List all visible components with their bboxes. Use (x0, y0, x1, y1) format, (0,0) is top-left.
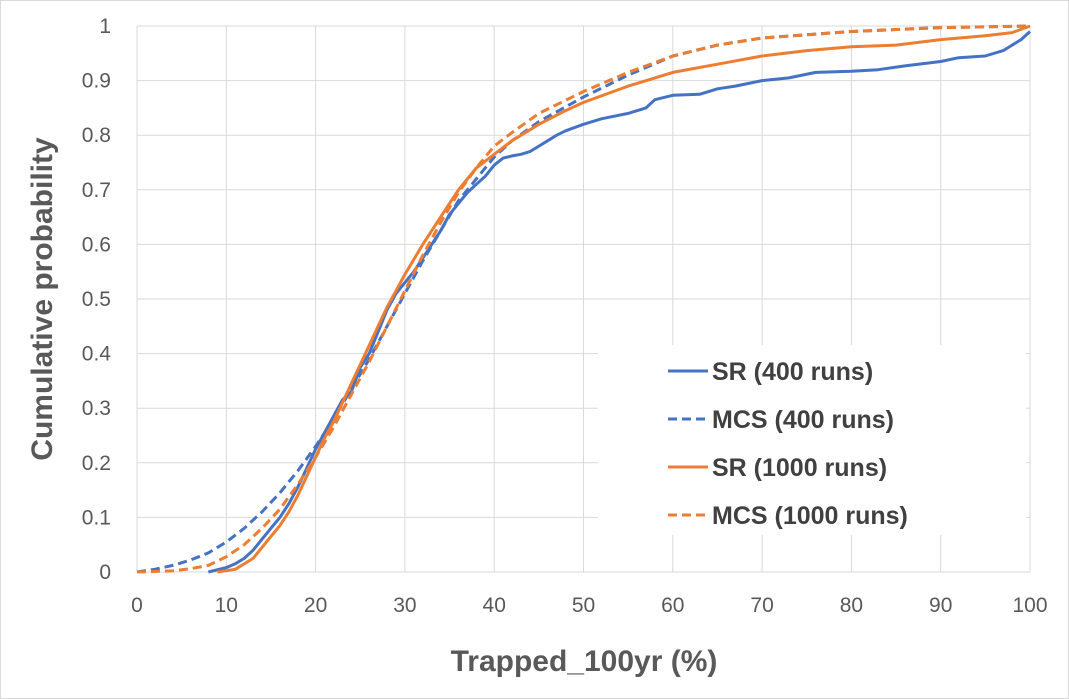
y-tick-label: 0 (99, 561, 111, 584)
tick-labels: 0 10 20 30 40 50 60 70 80 90 100 0 0.1 0.2 0.3 0.4 0.5 0.… (82, 15, 1048, 617)
legend-label: SR (400 runs) (712, 358, 873, 386)
legend-label: MCS (400 runs) (712, 406, 894, 434)
x-axis-title: Trapped_100yr (%) (451, 645, 718, 678)
y-tick-label: 0.6 (82, 233, 111, 256)
x-tick-label: 50 (572, 594, 595, 617)
y-tick-label: 0.7 (82, 179, 111, 202)
x-tick-label: 20 (304, 594, 327, 617)
x-tick-label: 90 (929, 594, 952, 617)
x-tick-label: 10 (215, 594, 238, 617)
y-tick-label: 0.8 (82, 124, 111, 147)
y-tick-label: 0.5 (82, 288, 111, 311)
y-tick-label: 0.1 (82, 506, 111, 529)
x-tick-label: 30 (393, 594, 416, 617)
legend-label: SR (1000 runs) (712, 454, 887, 482)
x-tick-label: 0 (131, 594, 143, 617)
y-tick-label: 0.2 (82, 452, 111, 475)
x-tick-label: 40 (483, 594, 506, 617)
y-tick-label: 1 (99, 15, 111, 38)
legend: SR (400 runs) MCS (400 runs) SR (1000 runs… (668, 358, 908, 530)
series-line-4 (136, 24, 1031, 574)
y-tick-label: 0.3 (82, 397, 111, 420)
y-axis-title: Cumulative probability (26, 137, 59, 461)
series-line-3 (217, 24, 1031, 574)
legend-label: MCS (1000 runs) (712, 502, 908, 530)
x-tick-label: 100 (1012, 594, 1047, 617)
legend-background (598, 345, 1026, 535)
x-tick-label: 60 (661, 594, 684, 617)
series-lines (136, 24, 1032, 574)
y-tick-label: 0.4 (82, 343, 112, 366)
y-tick-label: 0.9 (82, 70, 111, 93)
x-tick-label: 70 (750, 594, 773, 617)
x-tick-label: 80 (840, 594, 863, 617)
